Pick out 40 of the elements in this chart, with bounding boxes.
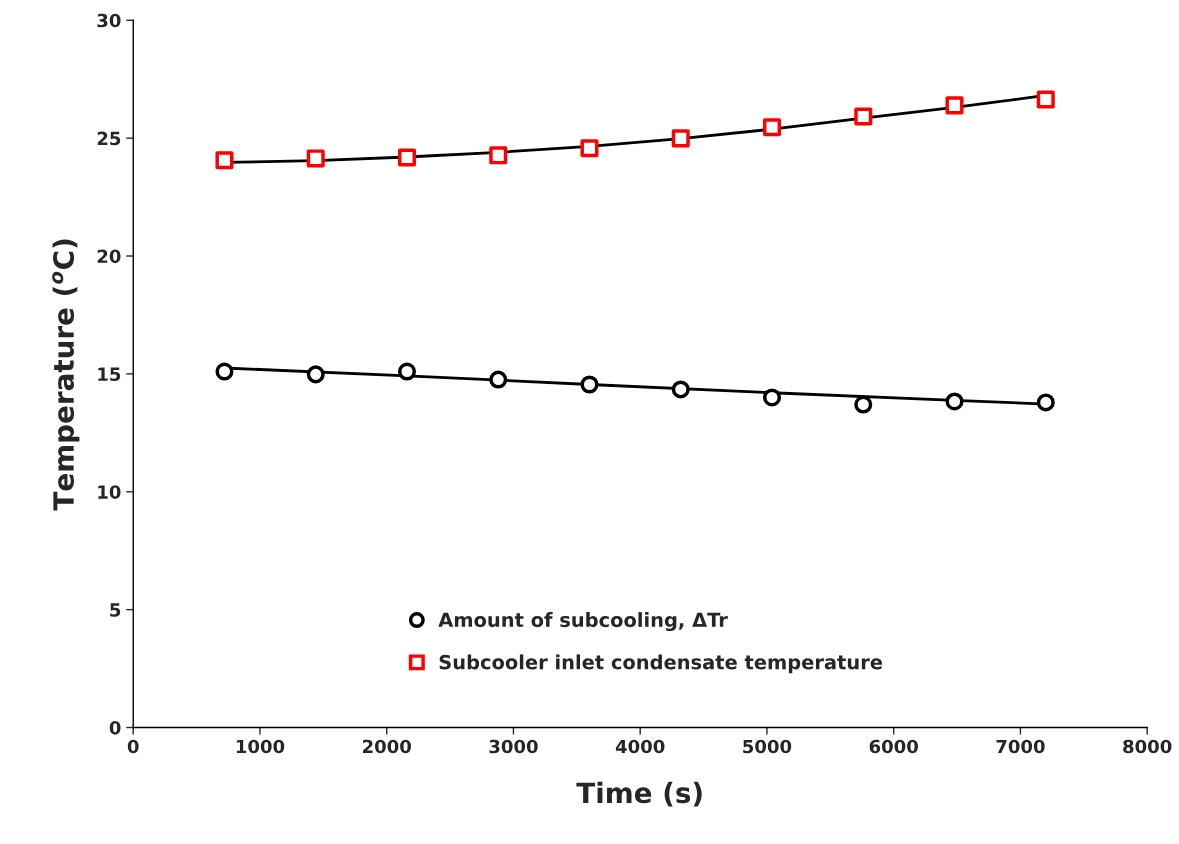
- y-tick-label: 30: [97, 13, 121, 28]
- point: [306, 149, 325, 168]
- point: [215, 151, 234, 170]
- y-tick-label: 15: [98, 367, 121, 382]
- point: [671, 129, 690, 148]
- x-tick-label: 3000: [489, 739, 538, 754]
- x-tick-label: 0: [127, 739, 139, 754]
- point: [671, 380, 690, 399]
- point: [945, 392, 964, 411]
- point: [580, 139, 599, 158]
- point: [1036, 90, 1055, 109]
- legend-label: Amount of subcooling, ΔTr: [438, 612, 728, 632]
- point: [397, 148, 417, 167]
- x-tick-label: 7000: [996, 739, 1045, 754]
- y-tick-label: 0: [109, 720, 121, 735]
- point: [580, 375, 599, 394]
- point: [762, 118, 782, 137]
- x-tick-label: 6000: [869, 739, 918, 754]
- point: [306, 365, 325, 384]
- y-tick-label: 5: [110, 603, 121, 617]
- point: [854, 107, 873, 126]
- point: [397, 362, 417, 381]
- x-tick-label: 5000: [743, 739, 792, 754]
- point: [945, 96, 964, 115]
- point: [1036, 393, 1055, 412]
- x-tick-label: 1000: [236, 739, 285, 754]
- x-tick-label: 8000: [1123, 739, 1172, 754]
- point: [762, 388, 782, 407]
- point: [489, 370, 508, 389]
- legend-label: Subcooler inlet condensate temperature: [439, 654, 883, 674]
- y-tick-label: 10: [98, 485, 121, 499]
- x-tick-label: 2000: [363, 739, 411, 754]
- y-tick-label: 25: [97, 131, 121, 146]
- y-tick-label: 20: [97, 249, 121, 264]
- x-axis-title: Time (s): [576, 781, 702, 807]
- y-axis-title: Temperature ($^{o}$C): [52, 239, 80, 511]
- point: [215, 362, 234, 381]
- point: [854, 395, 873, 414]
- x-tick-label: 4000: [615, 739, 665, 754]
- point: [489, 146, 508, 165]
